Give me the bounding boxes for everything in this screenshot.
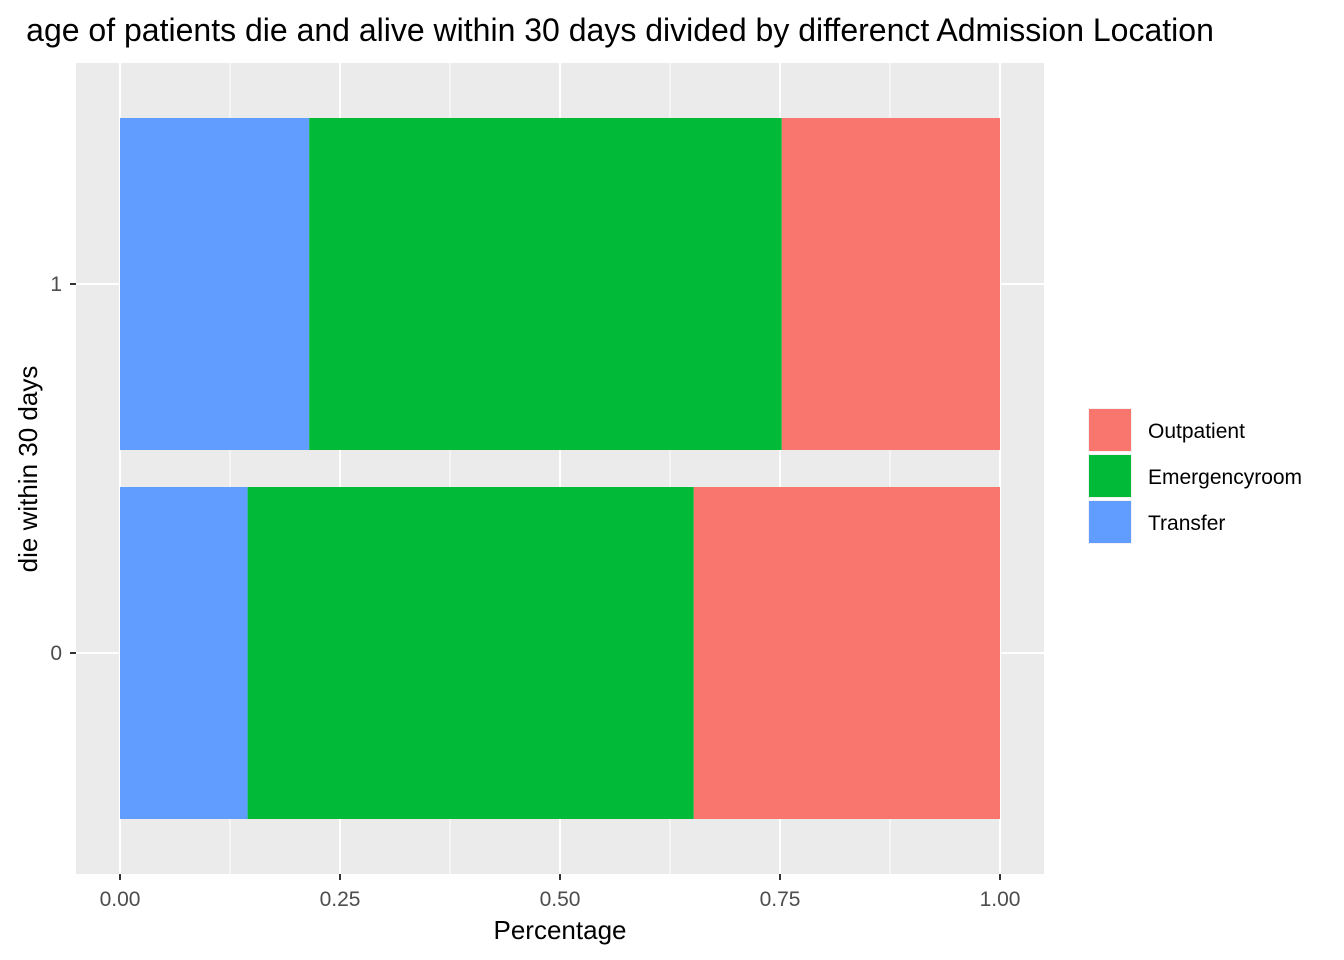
bars [120,118,1000,819]
x-tick-label: 0.00 [100,888,141,911]
legend-label-transfer: Transfer [1148,512,1225,535]
bar-emergencyroom-1 [309,118,782,450]
bar-outpatient-0 [693,487,1000,819]
bar-emergencyroom-0 [247,487,694,819]
legend-label-emergencyroom: Emergencyroom [1148,466,1302,489]
y-tick-label: 1 [50,273,62,296]
x-tick-label: 1.00 [980,888,1021,911]
legend: Outpatient Emergencyroom Transfer [1088,408,1302,544]
x-axis-title: Percentage [494,915,627,945]
y-axis-title: die within 30 days [13,366,43,573]
x-tick-label: 0.75 [760,888,801,911]
legend-key-emergencyroom [1089,455,1131,497]
bar-transfer-1 [120,118,310,450]
x-tick-label: 0.50 [540,888,581,911]
chart-title: age of patients die and alive within 30 … [26,12,1214,48]
y-axis: 01 [50,273,76,665]
bar-transfer-0 [120,487,248,819]
x-tick-label: 0.25 [320,888,361,911]
legend-label-outpatient: Outpatient [1148,420,1245,443]
bar-outpatient-1 [781,118,1000,450]
legend-key-outpatient [1089,409,1131,451]
y-tick-label: 0 [50,642,62,665]
x-axis: 0.00 0.25 0.50 0.75 1.00 [100,874,1021,911]
legend-key-transfer [1089,501,1131,543]
